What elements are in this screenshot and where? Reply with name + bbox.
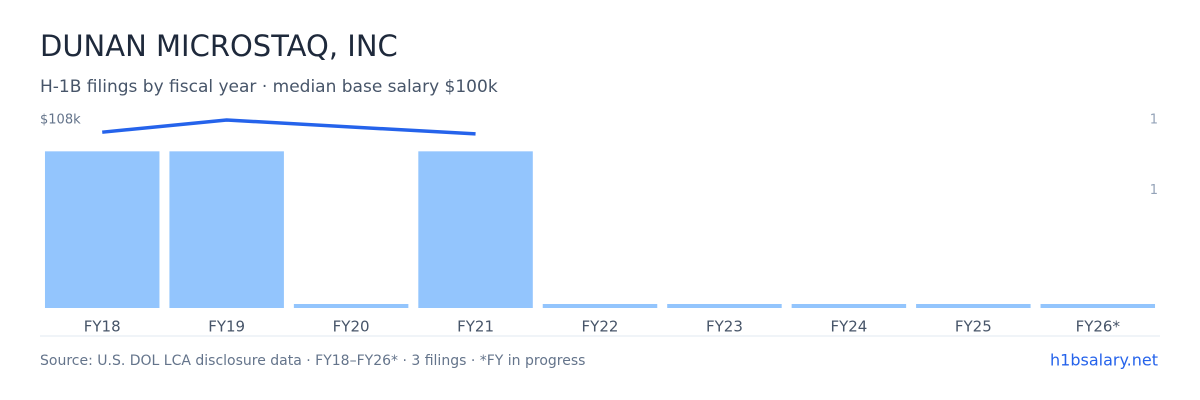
x-tick-label: FY19 bbox=[208, 318, 245, 336]
brand-link[interactable]: h1bsalary.net bbox=[1050, 351, 1158, 370]
x-tick-label: FY22 bbox=[582, 318, 619, 336]
bar bbox=[667, 304, 782, 308]
chart-title: DUNAN MICROSTAQ, INC bbox=[40, 29, 398, 63]
x-tick-label: FY21 bbox=[457, 318, 494, 336]
bar bbox=[916, 304, 1031, 308]
salary-line bbox=[102, 118, 476, 136]
bar bbox=[293, 304, 409, 308]
bar bbox=[169, 151, 284, 308]
y-tick-label: 1 bbox=[1150, 183, 1158, 198]
bar bbox=[542, 304, 658, 308]
source-note: Source: U.S. DOL LCA disclosure data · F… bbox=[40, 353, 585, 369]
bar bbox=[1040, 304, 1156, 308]
x-tick-label: FY20 bbox=[333, 318, 370, 336]
x-tick-label: FY24 bbox=[830, 318, 867, 336]
x-tick-label: FY25 bbox=[955, 318, 992, 336]
x-tick-label: FY18 bbox=[84, 318, 121, 336]
x-tick-label: FY26* bbox=[1076, 318, 1121, 336]
bar bbox=[44, 151, 160, 308]
bar bbox=[791, 304, 907, 308]
y2-tick-label: $108k bbox=[40, 113, 81, 128]
chart-subtitle: H-1B filings by fiscal year · median bas… bbox=[40, 77, 498, 97]
x-tick-label: FY23 bbox=[706, 318, 743, 336]
y-tick-label: 1 bbox=[1150, 113, 1158, 128]
bar bbox=[418, 151, 533, 308]
